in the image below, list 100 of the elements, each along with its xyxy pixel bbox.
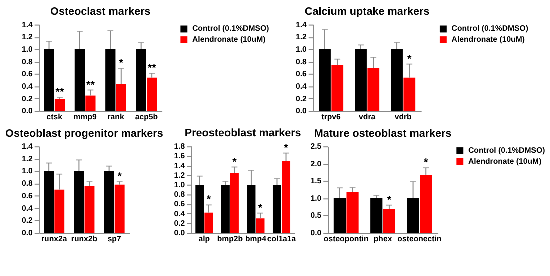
y-tick-label: 1.6	[174, 152, 186, 161]
bar	[355, 50, 367, 112]
x-tick-label: sp7	[108, 234, 122, 244]
x-tick-label: bmp4	[246, 234, 268, 244]
y-tick-label: 0.0	[22, 106, 34, 116]
y-tick-label: 1.0	[174, 180, 186, 190]
legend-label: Alendronate (10uM)	[452, 35, 526, 44]
bar	[104, 171, 114, 234]
bar	[204, 212, 214, 234]
annotation: *	[206, 194, 212, 206]
annotation: *	[408, 53, 413, 66]
y-tick-label: 0.0	[296, 106, 308, 116]
annotation: **	[148, 62, 158, 75]
bar	[407, 198, 420, 234]
bar	[420, 174, 432, 234]
annotation: **	[86, 79, 96, 92]
annotation: *	[284, 142, 290, 154]
legend-label: Alendronate (10uM)	[468, 156, 542, 166]
y-tick-label: 1.8	[174, 142, 186, 152]
bar	[221, 185, 230, 234]
bar	[84, 186, 95, 234]
y-tick-label: 0.5	[310, 211, 322, 220]
x-tick-label: rank	[108, 112, 125, 122]
y-tick-label: 0.6	[22, 70, 34, 79]
y-tick-label: 1.4	[22, 142, 34, 152]
legend-label: Alendronate (10uM)	[192, 35, 266, 44]
y-tick-label: 1.2	[22, 154, 34, 164]
y-tick-label: 0.4	[296, 82, 308, 92]
bar	[282, 161, 291, 234]
bar	[230, 173, 239, 234]
bar	[147, 78, 158, 112]
y-tick-label: 0.0	[22, 228, 34, 238]
annotation: *	[387, 194, 392, 206]
y-tick-label: 1.5	[310, 176, 322, 186]
bar	[334, 198, 346, 234]
y-tick-label: 0.2	[174, 218, 186, 228]
legend-label: Control (0.1%DMSO)	[452, 24, 529, 34]
y-tick-label: 0.0	[174, 228, 186, 238]
chart-title: Osteoclast markers	[50, 6, 151, 18]
legend-label: Control (0.1%DMSO)	[192, 24, 270, 34]
y-tick-label: 1.2	[174, 170, 186, 180]
bar	[404, 78, 416, 112]
y-tick-label: 0.0	[310, 228, 322, 238]
chart-title: Preosteoblast markers	[184, 128, 302, 140]
bar	[74, 171, 84, 234]
x-tick-label: alp	[198, 234, 210, 244]
bar	[86, 96, 96, 112]
bar	[383, 210, 396, 234]
bar	[368, 68, 380, 112]
x-tick-label: runx2b	[71, 234, 98, 244]
x-tick-label: mmp9	[74, 112, 98, 122]
x-tick-label: vdrb	[394, 112, 412, 122]
x-tick-label: osteopontin	[324, 234, 370, 244]
x-tick-label: trpv6	[322, 112, 342, 122]
y-tick-label: 0.4	[22, 82, 34, 92]
bar	[391, 50, 403, 112]
y-tick-label: 2.0	[310, 159, 322, 168]
y-tick-label: 1.0	[296, 44, 308, 54]
annotation: *	[119, 58, 124, 70]
bar	[116, 84, 126, 112]
y-tick-label: 0.6	[22, 191, 34, 200]
y-tick-label: 1.4	[174, 161, 186, 170]
bar	[106, 50, 116, 112]
bar	[114, 184, 125, 234]
bar	[332, 66, 344, 112]
bar	[247, 185, 256, 234]
bar	[54, 190, 65, 234]
bar	[196, 185, 204, 234]
x-tick-label: acp5b	[135, 112, 158, 122]
bar	[44, 171, 54, 234]
annotation: *	[424, 157, 430, 170]
y-tick-label: 0.2	[22, 94, 34, 104]
chart-title: Osteoblast progenitor markers	[6, 128, 164, 140]
annotation: **	[56, 86, 65, 99]
x-tick-label: runx2a	[41, 234, 68, 244]
y-tick-label: 0.4	[174, 209, 186, 218]
y-tick-label: 0.2	[22, 216, 34, 226]
bar	[319, 50, 331, 112]
x-tick-label: bmp2b	[217, 234, 244, 244]
x-tick-label: col1a1a	[267, 234, 297, 244]
x-tick-label: phex	[374, 234, 393, 244]
annotation: *	[258, 202, 264, 214]
bar	[370, 198, 383, 234]
bar	[74, 50, 86, 112]
y-tick-label: 0.4	[22, 204, 34, 213]
annotation: *	[118, 170, 123, 183]
chart-title: Calcium uptake markers	[304, 6, 430, 18]
y-tick-label: 2.5	[310, 142, 322, 152]
x-tick-label: osteonectin	[398, 234, 442, 244]
y-tick-label: 1.4	[296, 20, 308, 30]
y-tick-label: 1.0	[22, 44, 34, 54]
y-tick-label: 1.0	[310, 194, 322, 203]
y-tick-label: 0.2	[296, 94, 308, 104]
bar	[346, 192, 359, 234]
y-tick-label: 0.6	[296, 70, 308, 79]
bar	[272, 185, 282, 234]
annotation: *	[232, 156, 238, 168]
bar	[256, 218, 265, 234]
y-tick-label: 1.2	[296, 32, 308, 42]
bar	[44, 50, 54, 112]
